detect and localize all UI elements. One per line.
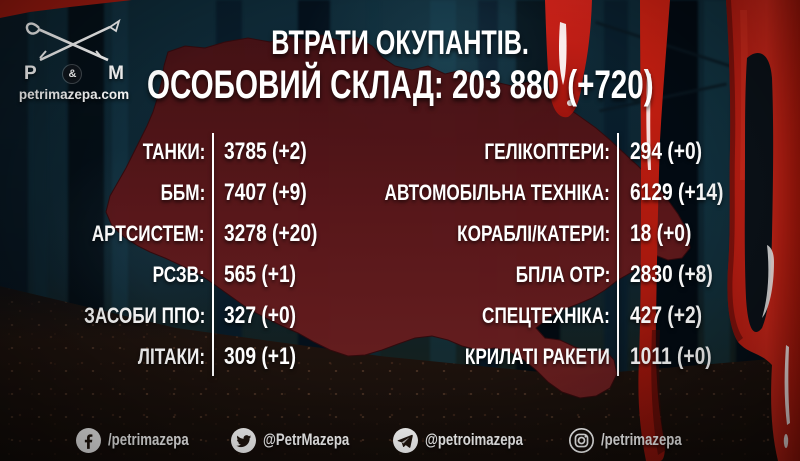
social-link-telegram[interactable]: @petroimazepa xyxy=(392,428,547,453)
stat-row-cruise-missiles: КРИЛАТІ РАКЕТИ 1011 (+0) xyxy=(320,336,800,377)
title-line2-personnel: ОСОБОВИЙ СКЛАД: 203 880 (+720) xyxy=(146,63,654,107)
stats-right-column: ГЕЛІКОПТЕРИ: 294 (+0) АВТОМОБІЛЬНА ТЕХНІ… xyxy=(320,131,800,377)
instagram-icon xyxy=(569,428,595,453)
stat-label: ТАНКИ: xyxy=(142,138,205,164)
stat-label: КРИЛАТІ РАКЕТИ xyxy=(465,343,610,369)
social-handle: /petrimazepa xyxy=(108,431,189,449)
social-link-facebook[interactable]: /petrimazepa xyxy=(76,428,209,453)
social-handle: @PetrMazepa xyxy=(262,431,350,449)
facebook-icon xyxy=(76,428,101,453)
social-link-twitter[interactable]: @PetrMazepa xyxy=(230,428,371,453)
stat-value: 3785 (+2) xyxy=(224,137,307,165)
stat-row-uav: БПЛА ОТР: 2830 (+8) xyxy=(320,254,800,295)
stat-value: 6129 (+14) xyxy=(630,178,724,206)
twitter-icon xyxy=(230,428,256,453)
stat-value: 294 (+0) xyxy=(630,137,703,165)
stat-value: 427 (+2) xyxy=(630,301,703,329)
stat-label: РСЗВ: xyxy=(152,261,205,287)
stat-label: КОРАБЛІ/КАТЕРИ: xyxy=(456,220,610,246)
stat-value: 327 (+0) xyxy=(224,301,297,329)
social-link-instagram[interactable]: /petrimazepa xyxy=(569,428,702,453)
stat-value: 2830 (+8) xyxy=(630,260,713,288)
stats-left-divider xyxy=(212,133,214,376)
stat-value: 7407 (+9) xyxy=(224,178,307,206)
stat-label: ЛІТАКИ: xyxy=(137,343,205,369)
stat-label: БПЛА ОТР: xyxy=(515,261,610,287)
stat-value: 3278 (+20) xyxy=(224,219,318,247)
stat-value: 309 (+1) xyxy=(224,342,297,370)
stats-right-divider xyxy=(617,133,619,376)
stat-row-vehicles: АВТОМОБІЛЬНА ТЕХНІКА: 6129 (+14) xyxy=(320,172,800,213)
title-line1: ВТРАТИ ОКУПАНТІВ. xyxy=(271,24,529,62)
stat-label: ББМ: xyxy=(160,179,205,205)
stat-value: 18 (+0) xyxy=(630,219,692,247)
social-bar: /petrimazepa @PetrMazepa @petroimazepa xyxy=(0,428,789,453)
blood-drip-top-left xyxy=(0,0,132,18)
telegram-icon xyxy=(392,428,418,453)
stat-row-helicopters: ГЕЛІКОПТЕРИ: 294 (+0) xyxy=(320,131,800,172)
stat-value: 565 (+1) xyxy=(224,260,297,288)
stat-label: АРТСИСТЕМ: xyxy=(92,220,205,246)
stat-row-special-equipment: СПЕЦТЕХНІКА: 427 (+2) xyxy=(320,295,800,336)
stat-row-ships: КОРАБЛІ/КАТЕРИ: 18 (+0) xyxy=(320,213,800,254)
stat-label: АВТОМОБІЛЬНА ТЕХНІКА: xyxy=(384,179,610,205)
title-block: ВТРАТИ ОКУПАНТІВ. ОСОБОВИЙ СКЛАД: 203 88… xyxy=(0,26,800,105)
stat-label: ГЕЛІКОПТЕРИ: xyxy=(484,138,610,164)
social-handle: @petroimazepa xyxy=(424,431,523,449)
stat-label: СПЕЦТЕХНІКА: xyxy=(482,302,610,328)
social-handle: /petrimazepa xyxy=(601,431,682,449)
stat-value: 1011 (+0) xyxy=(630,342,712,370)
stat-label: ЗАСОБИ ППО: xyxy=(83,302,205,328)
